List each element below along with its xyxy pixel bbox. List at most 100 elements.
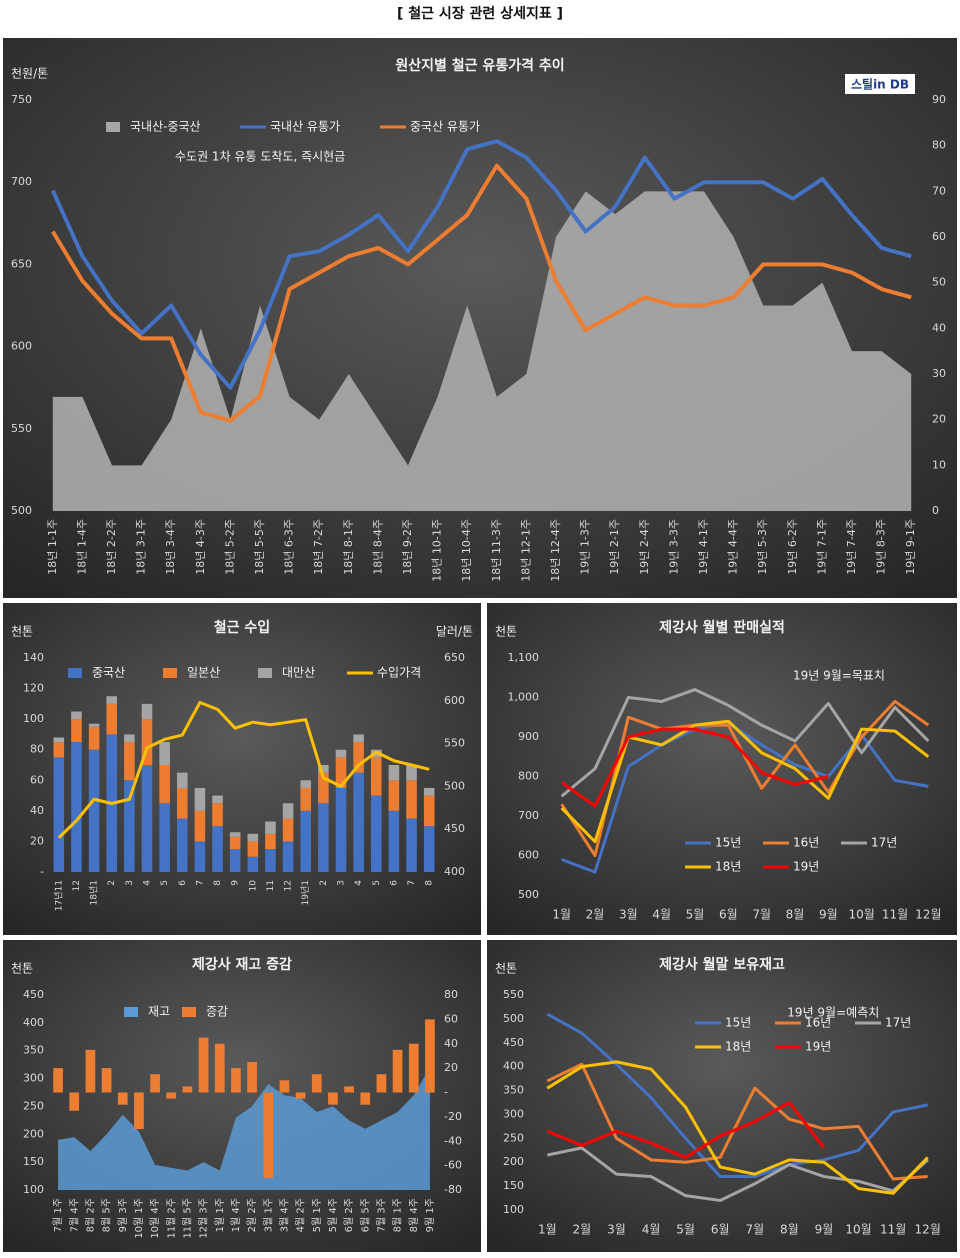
x-tick-label: 18년 1-4주	[75, 519, 88, 575]
legend-swatch	[163, 668, 177, 678]
line	[560, 688, 930, 798]
x-tick-label: 18년1	[89, 880, 100, 905]
bar	[423, 795, 435, 827]
chart-title: 제강사 월말 보유재고	[659, 956, 785, 973]
bar	[318, 765, 329, 773]
bar	[229, 849, 241, 872]
x-tick-label: 8월 2주	[84, 1198, 96, 1232]
bar	[106, 696, 118, 704]
x-tick-label: 19년 7-1주	[815, 519, 828, 575]
x-tick-label: 1월	[552, 908, 571, 922]
bar	[88, 749, 100, 872]
x-tick-label: 3월 4주	[278, 1198, 290, 1232]
x-tick-label: 19년 2-1주	[608, 519, 621, 575]
bar	[53, 757, 65, 872]
line	[51, 163, 912, 423]
x-tick-label: 18년 10-1주	[431, 519, 444, 582]
bar	[295, 1092, 306, 1099]
chart-title: 원산지별 철근 유통가격 추이	[395, 57, 564, 74]
bar	[282, 841, 294, 872]
x-tick-label: 7월	[752, 908, 771, 922]
bar	[406, 818, 417, 872]
x-tick-label: 10월	[845, 1223, 871, 1237]
x-tick-label: 19년 7-4주	[845, 519, 858, 575]
x-tick-label: 1월 4주	[230, 1198, 242, 1232]
x-tick-label: 4월	[642, 1223, 661, 1237]
x-tick-label: 18년 5-2주	[223, 519, 236, 575]
bar	[101, 1068, 112, 1093]
bar	[88, 726, 100, 750]
bar	[406, 765, 417, 781]
legend-label: 16년	[805, 1016, 831, 1030]
y-tick-label: 400	[23, 1016, 44, 1029]
bar	[388, 765, 400, 781]
x-tick-label: 3월	[619, 908, 638, 922]
bar	[53, 742, 65, 758]
bar	[328, 1092, 338, 1105]
x-tick-label: 18년 2-2주	[105, 519, 118, 575]
x-tick-label: 19년 1-3주	[579, 519, 592, 575]
x-tick-label: 5월	[686, 908, 705, 922]
x-tick-label: 1월	[538, 1223, 557, 1237]
annotation: 19년 9월=예측치	[787, 1006, 879, 1020]
x-tick-label: 11월	[882, 908, 908, 922]
x-tick-label: 12월 3주	[198, 1198, 210, 1239]
bar	[194, 810, 206, 842]
y2-tick-label: 30	[932, 367, 946, 380]
y2-tick-label: 400	[444, 865, 465, 878]
bar	[423, 826, 435, 872]
x-tick-label: 7월	[745, 1223, 764, 1237]
y-axis-label: 천톤	[495, 624, 517, 639]
bar	[300, 780, 312, 788]
x-tick-label: 19년 4-1주	[697, 519, 710, 575]
bar	[194, 787, 206, 811]
bar	[282, 803, 294, 819]
y-tick-label: 150	[23, 1155, 44, 1168]
line	[546, 1012, 929, 1179]
bar	[212, 795, 223, 804]
y2-tick-label: 10	[932, 458, 946, 471]
bar	[247, 856, 259, 872]
y-tick-label: 140	[23, 651, 44, 664]
x-tick-label: 5	[372, 880, 382, 886]
line	[546, 1062, 928, 1181]
bar	[300, 787, 312, 811]
bar	[117, 1092, 128, 1105]
legend-swatch	[182, 1007, 196, 1017]
bar	[408, 1043, 419, 1093]
x-tick-label: 11월 2주	[165, 1198, 177, 1239]
line	[560, 719, 930, 844]
y2-tick-label: 500	[444, 779, 465, 792]
line	[546, 1146, 929, 1202]
y-tick-label: 300	[23, 1072, 44, 1085]
x-tick-label: 4월 2주	[295, 1198, 307, 1232]
bar	[159, 742, 170, 765]
x-tick-label: 4월	[652, 908, 671, 922]
bar	[124, 742, 135, 781]
bar	[124, 780, 135, 872]
bar	[279, 1080, 290, 1093]
y-tick-label: 60	[30, 773, 44, 786]
x-tick-label: 8	[213, 880, 223, 886]
y-tick-label: 100	[23, 712, 44, 725]
x-tick-label: 18년 3-1주	[135, 519, 148, 575]
y2-axis-label: 달러/톤	[436, 625, 473, 639]
bar	[141, 765, 153, 872]
legend-label: 15년	[725, 1016, 751, 1030]
subtitle: 수도권 1차 유통 도착도, 즉시현금	[175, 150, 345, 164]
panel	[3, 603, 481, 935]
y2-tick-label: 600	[444, 694, 465, 707]
page-heading: [ 철근 시장 관련 상세지표 ]	[397, 5, 563, 22]
bar	[311, 1074, 322, 1093]
legend-label: 18년	[715, 860, 741, 874]
x-tick-label: 10	[248, 880, 258, 892]
x-tick-label: 19년 4-4주	[727, 519, 740, 575]
x-tick-label: 5	[160, 880, 170, 886]
y-tick-label: 800	[518, 770, 539, 783]
x-tick-label: 3월	[607, 1223, 626, 1237]
bar	[335, 749, 347, 758]
y-tick-label: 350	[23, 1044, 44, 1057]
legend-label: 중국산	[92, 666, 125, 680]
annotation: 19년 9월=목표치	[793, 669, 885, 683]
